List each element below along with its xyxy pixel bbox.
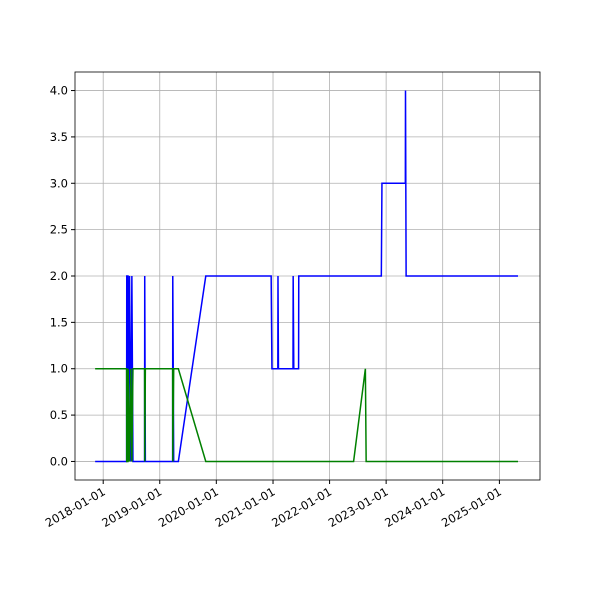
x-tick-label: 2022-01-01 <box>269 484 334 530</box>
y-tick-label: 3.0 <box>50 176 68 190</box>
y-tick-label: 1.0 <box>50 362 68 376</box>
x-tick-label: 2020-01-01 <box>156 484 221 530</box>
x-tick-label: 2021-01-01 <box>213 484 278 530</box>
y-tick-label: 0.5 <box>50 408 68 422</box>
y-tick-label: 3.5 <box>50 130 68 144</box>
x-tick-label: 2025-01-01 <box>439 484 504 530</box>
y-tick-label: 2.5 <box>50 223 68 237</box>
y-tick-label: 2.0 <box>50 269 68 283</box>
y-tick-label: 0.0 <box>50 454 68 468</box>
x-tick-label: 2018-01-01 <box>43 484 108 530</box>
plot-frame <box>74 71 541 481</box>
y-tick-label: 4.0 <box>50 84 68 98</box>
x-tick-label: 2024-01-01 <box>382 484 447 530</box>
y-tick-label: 1.5 <box>50 315 68 329</box>
x-tick-label: 2019-01-01 <box>99 484 164 530</box>
x-tick-label: 2023-01-01 <box>326 484 391 530</box>
line <box>95 367 518 463</box>
